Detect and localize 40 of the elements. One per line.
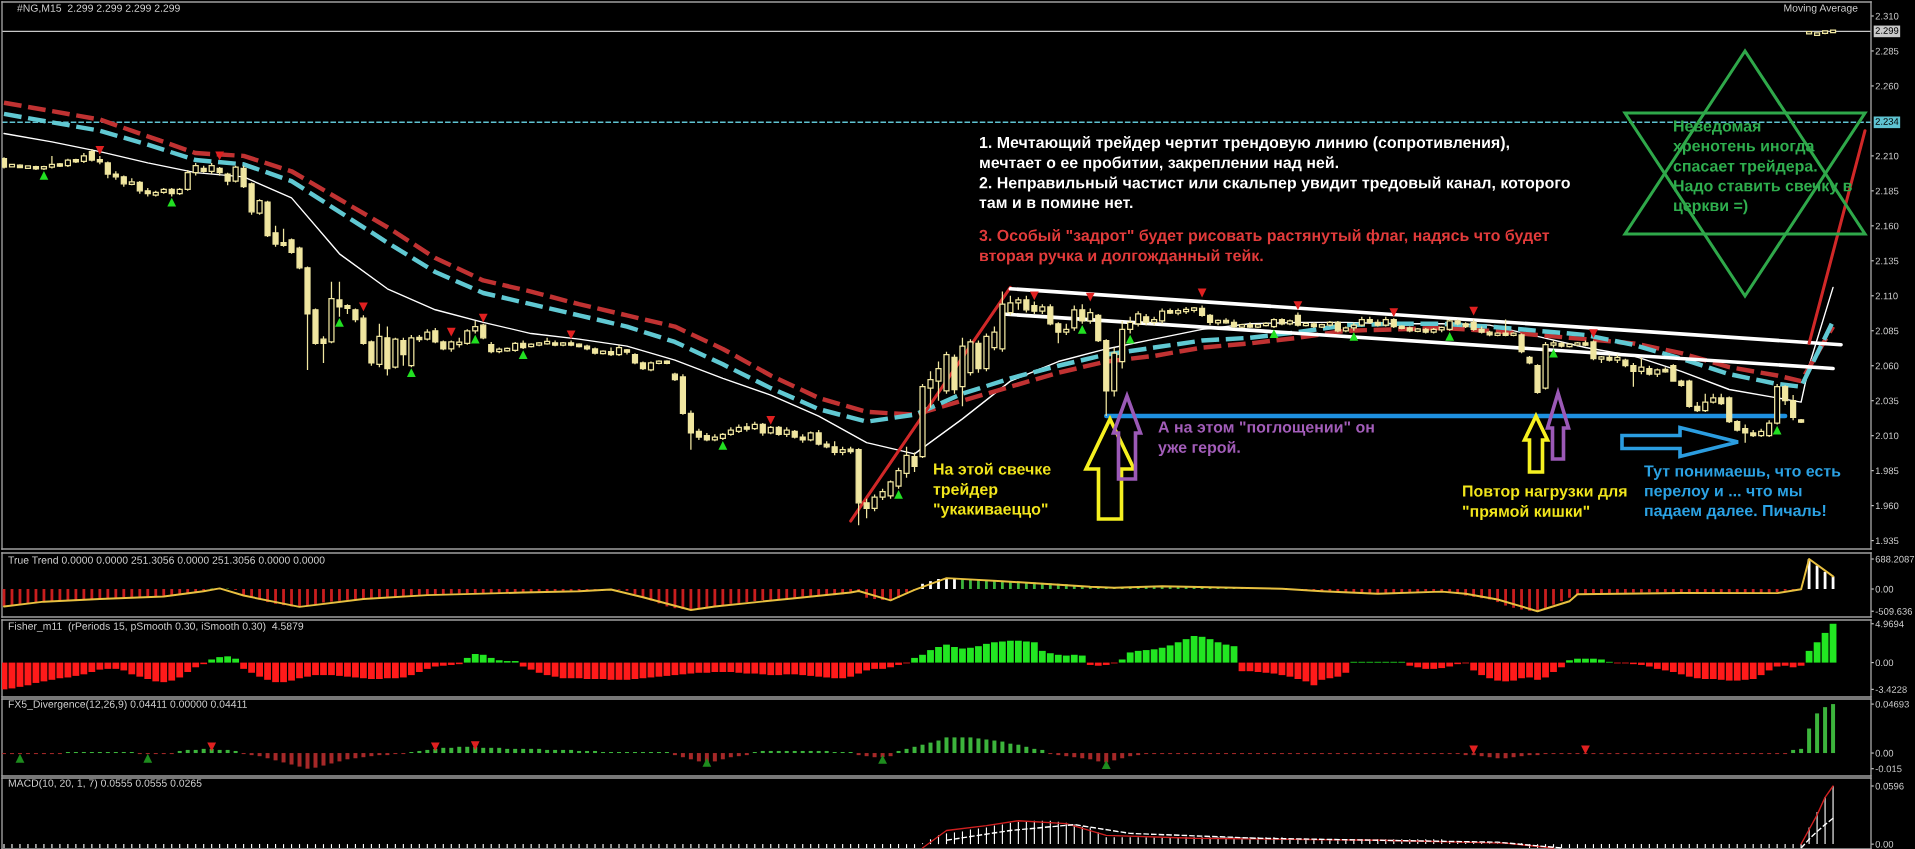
- y-tick-label: 4.9694: [1875, 620, 1904, 628]
- chart-title: FX5_Divergence(12,26,9) 0.04411 0.00000 0.04411: [8, 700, 247, 710]
- y-tick-label: 688.2087: [1875, 555, 1915, 563]
- annotation: 3. Особый "задрот" будет рисовать растянутый флаг, надясь что будет вторая ручка и долгожданный тейк.: [979, 229, 1550, 265]
- y-tick-label: -3.4228: [1875, 686, 1907, 693]
- chart-title: MACD(10, 20, 1, 7) 0.0555 0.0555 0.0265: [8, 779, 202, 789]
- y-tick-label: -0.015: [1875, 765, 1902, 773]
- y-tick-label: 2.260: [1875, 82, 1899, 90]
- annotation: Moving Average: [1784, 4, 1858, 14]
- annotation: На этой свечке трейдер "укакиваеццо": [933, 462, 1051, 518]
- y-tick-label: 2.035: [1875, 397, 1899, 405]
- ref-line-label: 2.299: [1875, 27, 1899, 34]
- annotation: А на этом "поглощении" он уже герой.: [1158, 421, 1374, 457]
- y-tick-label: 0.0596: [1875, 782, 1904, 790]
- y-tick-label: 2.085: [1875, 327, 1899, 335]
- y-tick-label: 1.985: [1875, 467, 1899, 475]
- y-tick-label: -509.636: [1875, 608, 1913, 615]
- annotation: Повтор нагрузки для "прямой кишки": [1463, 485, 1627, 521]
- y-tick-label: 0.00: [1875, 659, 1894, 667]
- y-tick-label: 2.160: [1875, 222, 1899, 230]
- y-tick-label: 2.135: [1875, 257, 1899, 265]
- y-tick-label: 0.00: [1875, 585, 1894, 593]
- chart-title: #NG,M15 2.299 2.299 2.299 2.299: [17, 4, 180, 14]
- chart-title: Fisher_m11 (rPeriods 15, pSmooth 0.30, iSmooth 0.30) 4.5879: [8, 622, 304, 632]
- y-tick-label: 2.185: [1875, 187, 1899, 195]
- annotation: 1. Мечтающий трейдер чертит трендовую линию (сопротивления), мечтает о ее пробитии, закреплении над ней. 2. Неправильный частист или скальпер увидит тредовый канал, которого там и в помине нет.: [979, 136, 1570, 209]
- y-tick-label: 2.310: [1875, 12, 1899, 20]
- y-tick-label: 2.110: [1875, 292, 1898, 300]
- y-tick-label: 0.04693: [1875, 700, 1909, 708]
- y-tick-label: 2.060: [1875, 362, 1899, 370]
- chart-title: True Trend 0.0000 0.0000 251.3056 0.0000 251.3056 0.0000 0.0000: [8, 556, 325, 564]
- ref-line-label: 2.234: [1875, 118, 1899, 125]
- y-tick-label: 0.00: [1875, 840, 1894, 848]
- y-tick-label: 0.00: [1875, 749, 1894, 757]
- annotation: Тут понимаешь, что есть перелоу и ... что мы падаем далее. Пичаль!: [1644, 465, 1841, 520]
- y-tick-label: 1.935: [1875, 537, 1899, 545]
- y-tick-label: 1.960: [1875, 502, 1899, 510]
- y-tick-label: 2.010: [1875, 432, 1899, 440]
- y-tick-label: 2.210: [1875, 152, 1899, 160]
- y-tick-label: 2.285: [1875, 47, 1899, 55]
